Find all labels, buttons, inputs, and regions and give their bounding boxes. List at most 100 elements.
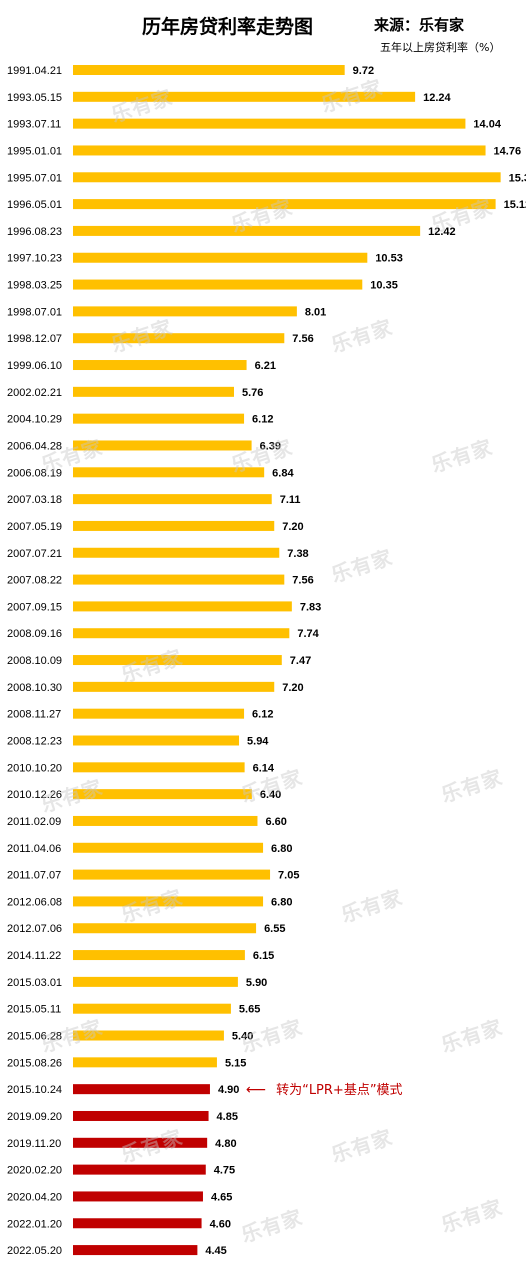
value-label: 7.05	[278, 870, 299, 882]
category-label: 2019.11.20	[7, 1138, 61, 1150]
value-label: 7.74	[297, 628, 319, 640]
left-arrow-icon: ⟵	[246, 1082, 267, 1098]
value-label: 5.76	[242, 387, 263, 399]
value-label: 5.94	[247, 736, 269, 748]
bar	[73, 1137, 208, 1148]
bar	[73, 1245, 198, 1256]
value-label: 6.60	[265, 816, 286, 828]
bar	[73, 601, 292, 612]
category-label: 1993.07.11	[7, 119, 61, 131]
value-label: 5.40	[232, 1031, 253, 1043]
value-label: 4.60	[210, 1218, 231, 1230]
value-label: 12.42	[428, 226, 456, 238]
category-label: 1996.08.23	[7, 226, 62, 238]
category-label: 2015.06.28	[7, 1031, 62, 1043]
value-label: 4.45	[205, 1245, 226, 1257]
category-label: 2002.02.21	[7, 387, 62, 399]
value-label: 8.01	[305, 306, 326, 318]
category-label: 1995.01.01	[7, 145, 62, 157]
category-label: 2008.12.23	[7, 736, 62, 748]
category-label: 2019.09.20	[7, 1111, 62, 1123]
category-label: 2008.10.09	[7, 655, 62, 667]
value-label: 7.20	[282, 682, 303, 694]
bar	[73, 118, 466, 129]
value-label: 15.30	[509, 172, 526, 184]
bar	[73, 1110, 209, 1121]
bar	[73, 681, 275, 692]
value-label: 5.90	[246, 977, 267, 989]
value-label: 6.55	[264, 923, 285, 935]
value-label: 14.76	[494, 145, 522, 157]
category-label: 2006.04.28	[7, 440, 62, 452]
bar	[73, 386, 234, 397]
category-label: 2020.04.20	[7, 1191, 62, 1203]
category-label: 2014.11.22	[7, 950, 61, 962]
bar	[73, 467, 265, 478]
bar	[73, 923, 257, 934]
category-label: 2015.05.11	[7, 1004, 61, 1016]
bar	[73, 440, 252, 451]
bar	[73, 574, 285, 585]
bar	[73, 842, 264, 853]
bar	[73, 1057, 217, 1068]
bar	[73, 655, 282, 666]
category-label: 1998.07.01	[7, 306, 62, 318]
value-label: 7.83	[300, 601, 321, 613]
value-label: 6.15	[253, 950, 274, 962]
bar	[73, 708, 245, 719]
bar	[73, 306, 297, 317]
category-label: 2020.02.20	[7, 1165, 62, 1177]
bar	[73, 333, 285, 344]
value-label: 4.90	[218, 1084, 239, 1096]
value-label: 6.12	[252, 414, 273, 426]
category-label: 2007.05.19	[7, 521, 62, 533]
value-label: 7.47	[290, 655, 311, 667]
category-label: 2010.12.26	[7, 789, 62, 801]
category-label: 2004.10.29	[7, 414, 62, 426]
value-label: 6.80	[271, 896, 292, 908]
value-label: 10.53	[375, 253, 403, 265]
value-label: 6.21	[255, 360, 276, 372]
value-label: 4.65	[211, 1191, 232, 1203]
category-label: 2008.09.16	[7, 628, 62, 640]
value-label: 6.12	[252, 709, 273, 721]
bar	[73, 225, 421, 236]
bar	[73, 413, 245, 424]
bar	[73, 1191, 203, 1202]
category-label: 2015.03.01	[7, 977, 62, 989]
category-label: 2015.10.24	[7, 1084, 62, 1096]
bar	[73, 172, 501, 183]
bar	[73, 789, 252, 800]
chart-title: 历年房贷利率走势图	[142, 16, 314, 38]
category-label: 2011.04.06	[7, 843, 61, 855]
category-label: 2006.08.19	[7, 467, 62, 479]
value-label: 4.80	[215, 1138, 236, 1150]
category-label: 1997.10.23	[7, 253, 62, 265]
category-label: 2011.02.09	[7, 816, 61, 828]
category-label: 2012.07.06	[7, 923, 62, 935]
category-label: 1996.05.01	[7, 199, 62, 211]
category-label: 2007.09.15	[7, 601, 62, 613]
category-label: 1991.04.21	[7, 65, 62, 77]
value-label: 5.15	[225, 1057, 246, 1069]
value-label: 6.14	[253, 762, 275, 774]
category-label: 1999.06.10	[7, 360, 62, 372]
bar	[73, 976, 238, 987]
value-label: 10.35	[370, 280, 398, 292]
value-label: 6.40	[260, 789, 281, 801]
lpr-annotation: ⟵ 转为“LPR+基点”模式	[246, 1079, 403, 1098]
value-label: 6.39	[260, 440, 281, 452]
bar	[73, 950, 245, 961]
bar	[73, 1218, 202, 1229]
lpr-annotation-text: 转为“LPR+基点”模式	[276, 1083, 403, 1098]
category-label: 2007.07.21	[7, 548, 62, 560]
value-label: 6.80	[271, 843, 292, 855]
bar	[73, 735, 240, 746]
bar	[73, 65, 345, 75]
value-label: 9.72	[353, 65, 374, 77]
bar	[73, 494, 272, 505]
category-label: 2007.08.22	[7, 575, 62, 587]
category-label: 1998.03.25	[7, 280, 62, 292]
bar	[73, 91, 416, 102]
category-label: 1993.05.15	[7, 92, 62, 104]
